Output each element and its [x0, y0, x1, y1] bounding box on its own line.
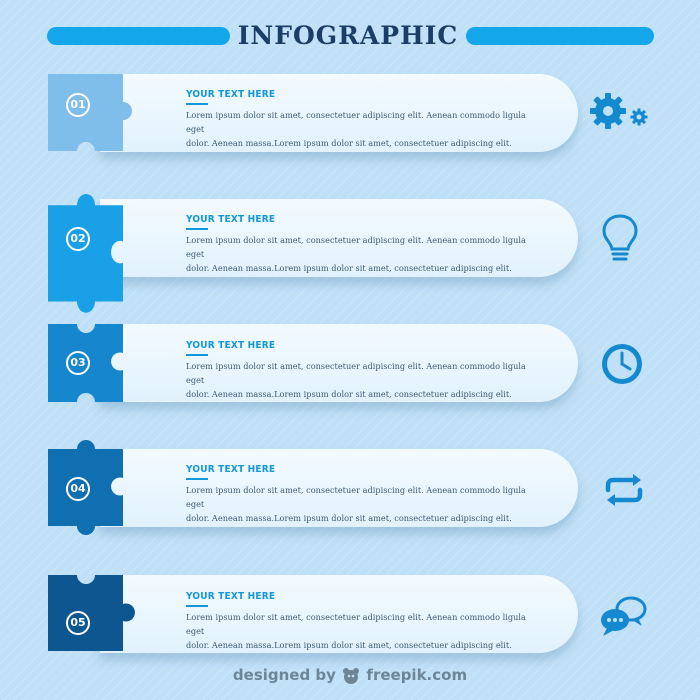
step-row: 04 YOUR TEXT HERE Lorem ipsum dolor sit …: [0, 440, 700, 549]
step-number: 01: [66, 93, 90, 117]
description-line: Lorem ipsum dolor sit amet, consectetuer…: [186, 612, 526, 636]
description-line: dolor. Aenean massa.Lorem ipsum dolor si…: [186, 138, 512, 148]
refresh-icon: [605, 474, 643, 506]
step-card: [100, 575, 578, 653]
freepik-logo-icon: [343, 667, 360, 684]
step-description: Lorem ipsum dolor sit amet, consectetuer…: [186, 483, 536, 525]
step-row: 05 YOUR TEXT HERE Lorem ipsum dolor sit …: [0, 575, 700, 675]
footer-brand[interactable]: freepik.com: [366, 666, 468, 684]
step-row: 03 YOUR TEXT HERE Lorem ipsum dolor sit …: [0, 324, 700, 424]
puzzle-piece: [48, 74, 132, 151]
step-number: 03: [66, 351, 90, 375]
gears-icon: [590, 93, 648, 129]
step-description: Lorem ipsum dolor sit amet, consectetuer…: [186, 359, 536, 401]
title-bar-left: [47, 27, 230, 45]
title-bar-right: [466, 27, 654, 45]
step-card: [100, 199, 578, 277]
step-card: [100, 74, 578, 152]
step-number: 02: [66, 227, 90, 251]
step-heading: YOUR TEXT HERE: [186, 591, 276, 602]
description-line: Lorem ipsum dolor sit amet, consectetuer…: [186, 361, 526, 385]
heading-underline: [186, 478, 208, 480]
step-card: [100, 449, 578, 527]
step-heading: YOUR TEXT HERE: [186, 340, 276, 351]
description-line: Lorem ipsum dolor sit amet, consectetuer…: [186, 235, 526, 259]
footer-credit: designed by freepik.com: [0, 666, 700, 685]
description-line: dolor. Aenean massa.Lorem ipsum dolor si…: [186, 640, 512, 650]
chat-bubbles-icon: [601, 596, 647, 636]
heading-underline: [186, 103, 208, 105]
footer-prefix: designed by: [232, 666, 336, 684]
step-description: Lorem ipsum dolor sit amet, consectetuer…: [186, 108, 536, 150]
description-line: dolor. Aenean massa.Lorem ipsum dolor si…: [186, 263, 512, 273]
clock-icon: [602, 344, 642, 384]
heading-underline: [186, 354, 208, 356]
step-description: Lorem ipsum dolor sit amet, consectetuer…: [186, 610, 536, 652]
step-description: Lorem ipsum dolor sit amet, consectetuer…: [186, 233, 536, 275]
step-row: 02 YOUR TEXT HERE Lorem ipsum dolor sit …: [0, 194, 700, 313]
heading-underline: [186, 605, 208, 607]
description-line: Lorem ipsum dolor sit amet, consectetuer…: [186, 110, 526, 134]
lightbulb-icon: [602, 214, 638, 261]
description-line: dolor. Aenean massa.Lorem ipsum dolor si…: [186, 389, 512, 399]
step-heading: YOUR TEXT HERE: [186, 214, 276, 225]
step-heading: YOUR TEXT HERE: [186, 89, 276, 100]
heading-underline: [186, 228, 208, 230]
puzzle-piece: [48, 194, 123, 313]
page-title: INFOGRAPHIC: [237, 21, 459, 50]
step-number: 04: [66, 477, 90, 501]
step-row: 01 YOUR TEXT HERE Lorem ipsum dolor sit …: [0, 74, 700, 174]
description-line: Lorem ipsum dolor sit amet, consectetuer…: [186, 485, 526, 509]
step-number: 05: [66, 611, 90, 635]
step-heading: YOUR TEXT HERE: [186, 464, 276, 475]
step-card: [100, 324, 578, 402]
description-line: dolor. Aenean massa.Lorem ipsum dolor si…: [186, 513, 512, 523]
